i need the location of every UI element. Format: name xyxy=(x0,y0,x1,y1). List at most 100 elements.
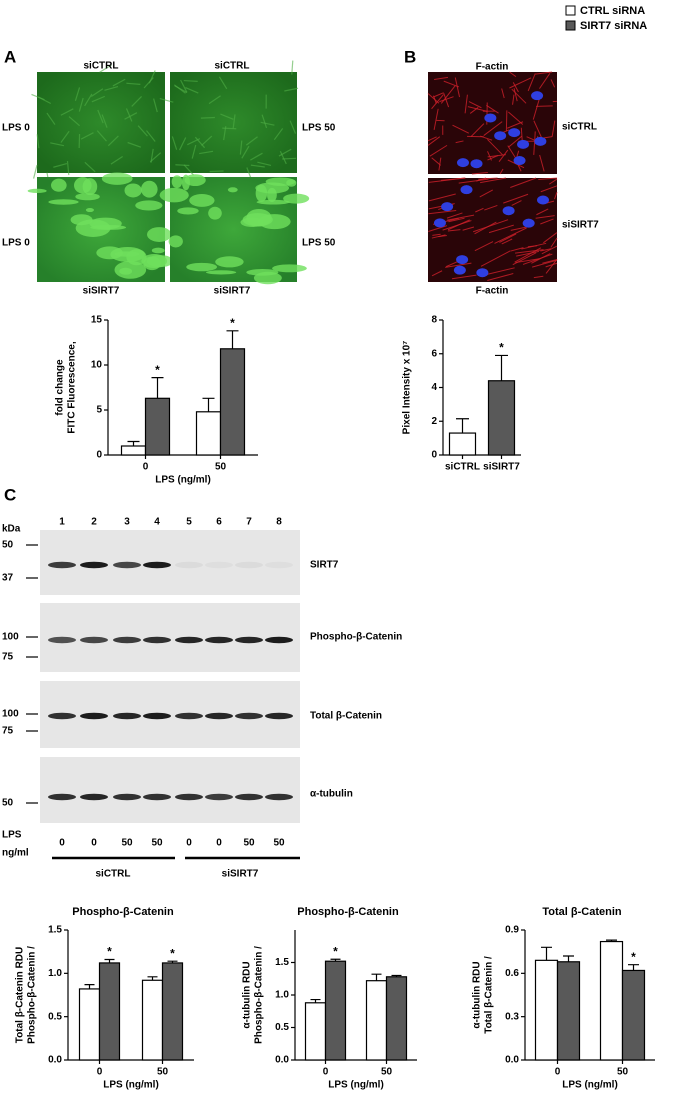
actin-fiber xyxy=(512,94,515,105)
leak-patch xyxy=(168,235,183,248)
y-tick-label: 8 xyxy=(431,315,437,326)
actin-fiber xyxy=(446,212,463,219)
cell-streak xyxy=(220,113,234,120)
bar xyxy=(556,961,581,1061)
cell-streak xyxy=(60,108,74,116)
lps-value: 0 xyxy=(91,838,97,849)
kda-label: kDa xyxy=(2,524,21,535)
nucleus xyxy=(513,156,526,166)
actin-fiber xyxy=(554,192,558,200)
actin-fiber xyxy=(442,220,472,231)
y-tick-label: 0.9 xyxy=(505,925,519,936)
y-axis-label: Pixel Intensity x 10⁷ xyxy=(402,341,413,435)
leak-patch xyxy=(151,247,165,254)
actin-fiber xyxy=(431,270,443,277)
bar xyxy=(365,980,388,1061)
image-label: LPS 0 xyxy=(2,238,30,249)
cell-streak xyxy=(124,112,138,120)
actin-fiber xyxy=(509,71,517,78)
protein-band xyxy=(265,793,293,801)
cell-streak xyxy=(289,120,297,134)
cell-streak xyxy=(107,135,119,147)
cell-streak xyxy=(185,87,199,94)
x-tick-label: 50 xyxy=(215,462,227,473)
blot-label: SIRT7 xyxy=(310,560,339,571)
actin-fiber xyxy=(429,144,448,157)
leak-patch xyxy=(253,271,282,285)
cell-streak xyxy=(200,116,215,119)
actin-fiber xyxy=(447,214,475,221)
actin-fiber xyxy=(473,219,509,233)
y-tick-label: 0.0 xyxy=(48,1055,62,1066)
leak-patch xyxy=(177,207,199,215)
protein-band xyxy=(113,793,141,801)
error-bar xyxy=(167,960,178,963)
leak-patch xyxy=(51,178,67,192)
leak-patch xyxy=(240,217,264,227)
cell-streak xyxy=(68,116,80,127)
leak-patch xyxy=(119,267,133,275)
actin-fiber xyxy=(451,274,477,280)
bar xyxy=(385,976,408,1061)
y-axis-label: Total β-Catenin RDU xyxy=(15,947,26,1043)
cell-streak xyxy=(84,161,96,173)
bar xyxy=(304,1002,327,1061)
cell-streak xyxy=(171,136,178,150)
cell-streak xyxy=(279,150,287,165)
error-bar xyxy=(84,984,95,989)
actin-fiber xyxy=(494,227,527,244)
leak-patch xyxy=(208,206,222,220)
protein-band xyxy=(175,793,203,801)
actin-fiber xyxy=(510,247,524,252)
leak-patch xyxy=(171,175,183,189)
actin-fiber xyxy=(480,250,511,267)
actin-fiber xyxy=(501,88,505,99)
x-tick-label: 0 xyxy=(143,462,149,473)
nucleus xyxy=(456,255,469,265)
actin-fiber xyxy=(498,149,509,162)
cell-streak xyxy=(78,97,84,112)
error-bar xyxy=(606,939,617,942)
cell-streak xyxy=(125,108,133,122)
cell-streak xyxy=(36,134,40,149)
leak-patch xyxy=(89,217,122,230)
actin-fiber xyxy=(539,154,545,172)
significance-label: * xyxy=(333,944,338,958)
y-tick-label: 4 xyxy=(431,382,437,393)
actin-fiber xyxy=(539,73,551,89)
bar xyxy=(621,969,646,1061)
y-tick-label: 2 xyxy=(431,416,437,427)
y-axis-label: α-tubulin RDU xyxy=(242,961,253,1028)
lps-value: 0 xyxy=(59,838,65,849)
actin-fiber xyxy=(438,235,448,238)
cell-streak xyxy=(110,155,123,165)
leak-patch xyxy=(75,193,100,201)
actin-fiber xyxy=(509,77,532,89)
cell-streak xyxy=(261,114,268,129)
leak-patch xyxy=(227,187,238,193)
significance-label: * xyxy=(230,316,235,330)
group-label: siSIRT7 xyxy=(222,869,259,880)
actin-fiber xyxy=(487,138,503,156)
chart-title: Total β-Catenin xyxy=(542,906,622,918)
lps-value: 50 xyxy=(121,838,133,849)
actin-fiber xyxy=(540,218,554,225)
blot-label: Total β-Catenin xyxy=(310,711,382,722)
blot xyxy=(40,530,300,595)
blot xyxy=(40,603,300,672)
blot-label: Phospho-β-Catenin xyxy=(310,632,402,643)
actin-fiber xyxy=(535,71,553,75)
actin-fiber xyxy=(480,135,493,141)
error-bar xyxy=(202,397,215,412)
nucleus xyxy=(453,265,466,275)
error-bar xyxy=(495,354,508,381)
leak-patch xyxy=(143,256,161,271)
actin-fiber xyxy=(550,79,556,88)
actin-fiber xyxy=(532,259,558,268)
actin-fiber xyxy=(439,96,454,103)
leak-patch xyxy=(256,199,290,205)
cell-streak xyxy=(180,79,188,93)
leak-patch xyxy=(159,187,189,203)
actin-fiber xyxy=(428,209,457,215)
actin-fiber xyxy=(488,224,514,234)
